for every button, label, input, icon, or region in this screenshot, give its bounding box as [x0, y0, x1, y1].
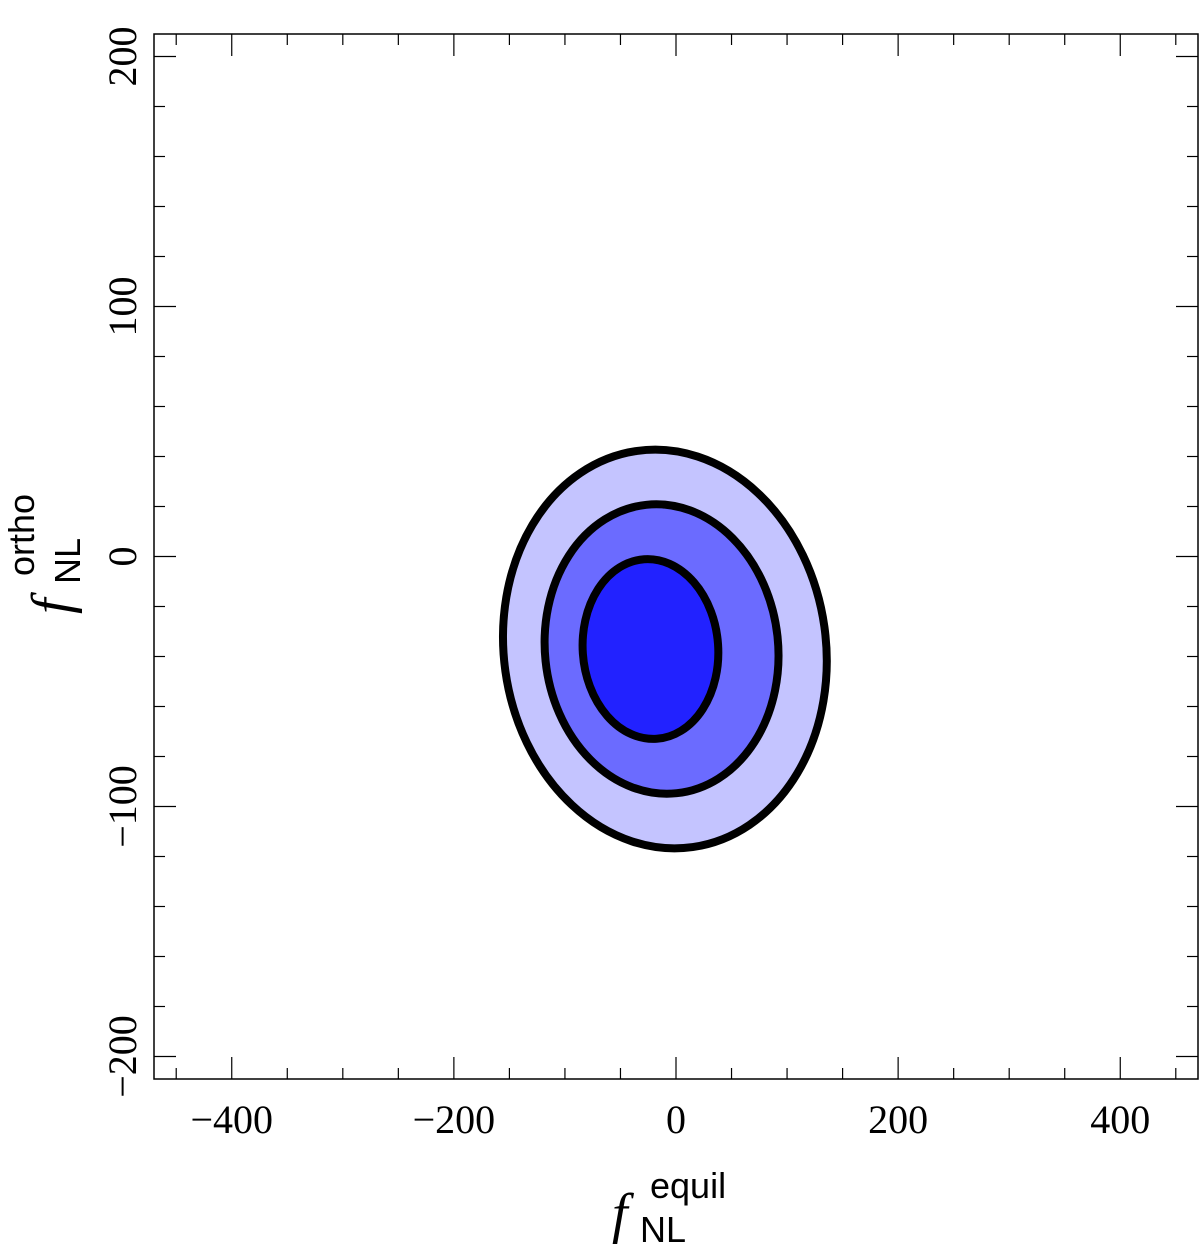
ticks: [154, 34, 1198, 1079]
x-tick-label: −200: [413, 1097, 496, 1142]
y-tick-label: 100: [100, 277, 145, 337]
y-tick-label: 0: [100, 547, 145, 567]
y-tick-label: −200: [100, 1015, 145, 1098]
x-axis-label: f equil NL: [612, 1165, 726, 1247]
contour-inner: [578, 555, 723, 743]
y-axis-label-sub: NL: [47, 538, 88, 584]
x-tick-label: −400: [190, 1097, 273, 1142]
contour-regions: [499, 445, 831, 853]
x-tick-label: 0: [666, 1097, 686, 1142]
y-tick-label: 200: [100, 27, 145, 87]
x-axis-label-main: f: [612, 1183, 635, 1245]
x-tick-label: 200: [868, 1097, 928, 1142]
y-axis-label-main: f: [21, 591, 83, 614]
y-axis-label: f ortho NL: [1, 494, 88, 614]
x-tick-label: 400: [1090, 1097, 1150, 1142]
y-axis-label-sup: ortho: [1, 494, 42, 576]
x-axis-label-sub: NL: [640, 1209, 686, 1247]
y-tick-label: −100: [100, 765, 145, 848]
plot-frame: [153, 33, 1199, 1080]
x-axis-label-sup: equil: [650, 1165, 726, 1206]
tick-labels: −400 −200 0 200 400 −200 −100 0 100 200: [100, 27, 1150, 1143]
